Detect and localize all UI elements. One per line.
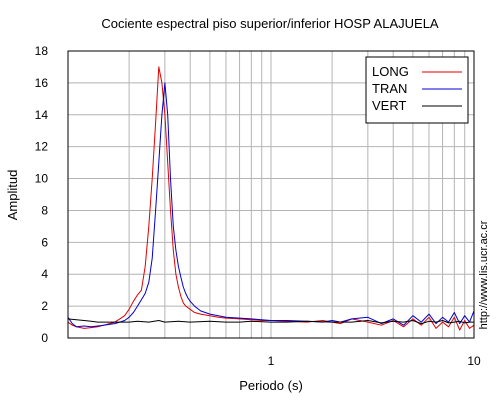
x-tick-label: 1	[268, 354, 275, 368]
y-axis-label: Amplitud	[5, 170, 20, 221]
plot-frame	[67, 50, 475, 339]
legend-box	[365, 56, 469, 124]
series-lines	[67, 66, 475, 331]
legend-label-tran: TRAN	[372, 81, 407, 96]
y-tick-label: 16	[35, 76, 49, 90]
x-tick-labels: 1 10	[268, 354, 481, 368]
x-axis-label: Periodo (s)	[239, 378, 303, 393]
chart-title: Cociente espectral piso superior/inferio…	[101, 16, 439, 31]
series-line-vert	[67, 318, 474, 325]
y-tick-label: 12	[35, 140, 49, 154]
y-tick-labels: 0 2 4 6 8 10 12 14 16 18	[35, 44, 49, 345]
y-tick-label: 14	[35, 108, 49, 122]
y-tick-label: 18	[35, 44, 49, 58]
y-tick-label: 6	[41, 235, 48, 249]
legend-label-long: LONG	[372, 64, 409, 79]
series-line-tran	[67, 82, 475, 328]
y-tick-label: 0	[41, 331, 48, 345]
side-url-text: http://www.lis.ucr.ac.cr	[478, 220, 490, 329]
legend: LONG TRAN VERT	[365, 56, 469, 124]
series-line-long	[67, 66, 475, 331]
legend-label-vert: VERT	[372, 98, 406, 113]
y-tick-label: 8	[41, 203, 48, 217]
y-tick-label: 10	[35, 172, 49, 186]
y-tick-label: 4	[41, 267, 48, 281]
x-tick-label: 10	[467, 354, 481, 368]
y-tick-label: 2	[41, 299, 48, 313]
